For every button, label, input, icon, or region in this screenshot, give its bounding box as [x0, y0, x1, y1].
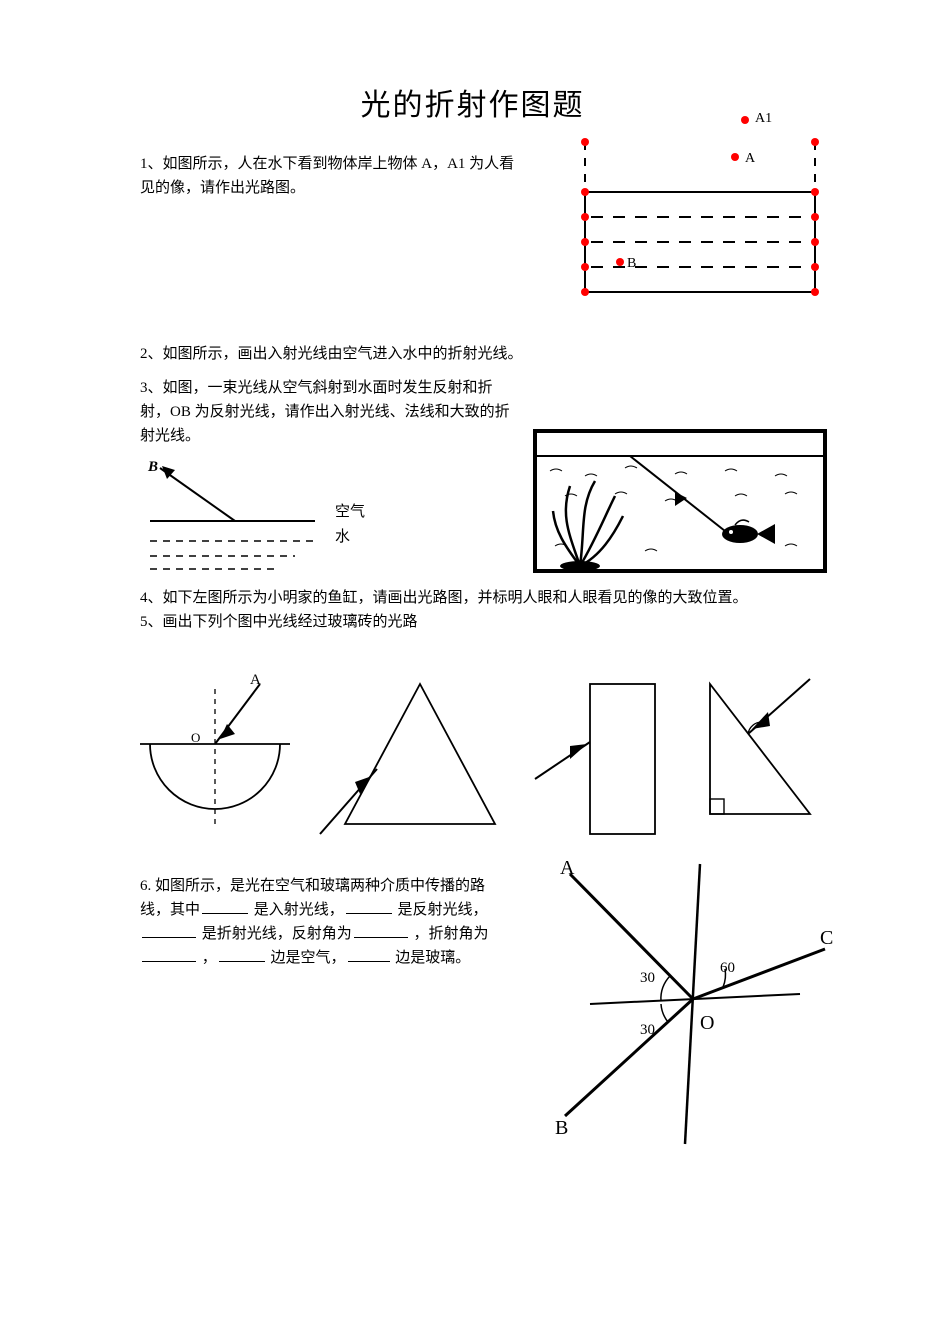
q6-label-c: C	[820, 927, 833, 949]
q1-text: 1、如图所示，人在水下看到物体岸上物体 A，A1 为人看见的像，请作出光路图。	[140, 152, 520, 200]
q2-text: 2、如图所示，画出入射光线由空气进入水中的折射光线。	[140, 342, 805, 366]
q3-label-air: 空气	[335, 503, 365, 520]
q5a-label-o: O	[191, 730, 200, 745]
q6-angle-60: 60	[720, 960, 735, 976]
q6-label-a: A	[560, 857, 575, 879]
q6-text: 6. 如图所示，是光在空气和玻璃两种介质中传播的路线，其中 是入射光线， 是反射…	[140, 874, 490, 970]
q4-text: 4、如下左图所示为小明家的鱼缸，请画出光路图，并标明人眼和人眼看见的像的大致位置…	[140, 586, 805, 610]
q3-label-water: 水	[335, 528, 350, 545]
q5-figures: A O	[140, 664, 805, 854]
q1-label-b: B	[627, 256, 636, 271]
q6-angle-30a: 30	[640, 970, 655, 986]
q6-label-b: B	[555, 1117, 568, 1139]
q6-figure: A C B O 30 60 30	[505, 854, 835, 1154]
q1-label-a1: A1	[755, 111, 772, 126]
q3-label-b: B	[147, 459, 158, 475]
q3-text: 3、如图，一束光线从空气斜射到水面时发生反射和折射，OB 为反射光线，请作出入射…	[140, 376, 510, 448]
q5-text: 5、画出下列个图中光线经过玻璃砖的光路	[140, 610, 805, 634]
q4-figure	[525, 416, 835, 586]
q6-label-o: O	[700, 1012, 714, 1034]
q1-figure: A1 A B	[565, 102, 835, 312]
q6-angle-30b: 30	[640, 1022, 655, 1038]
q1-label-a: A	[745, 151, 756, 166]
q3-figure: B 空气 水	[140, 456, 390, 576]
